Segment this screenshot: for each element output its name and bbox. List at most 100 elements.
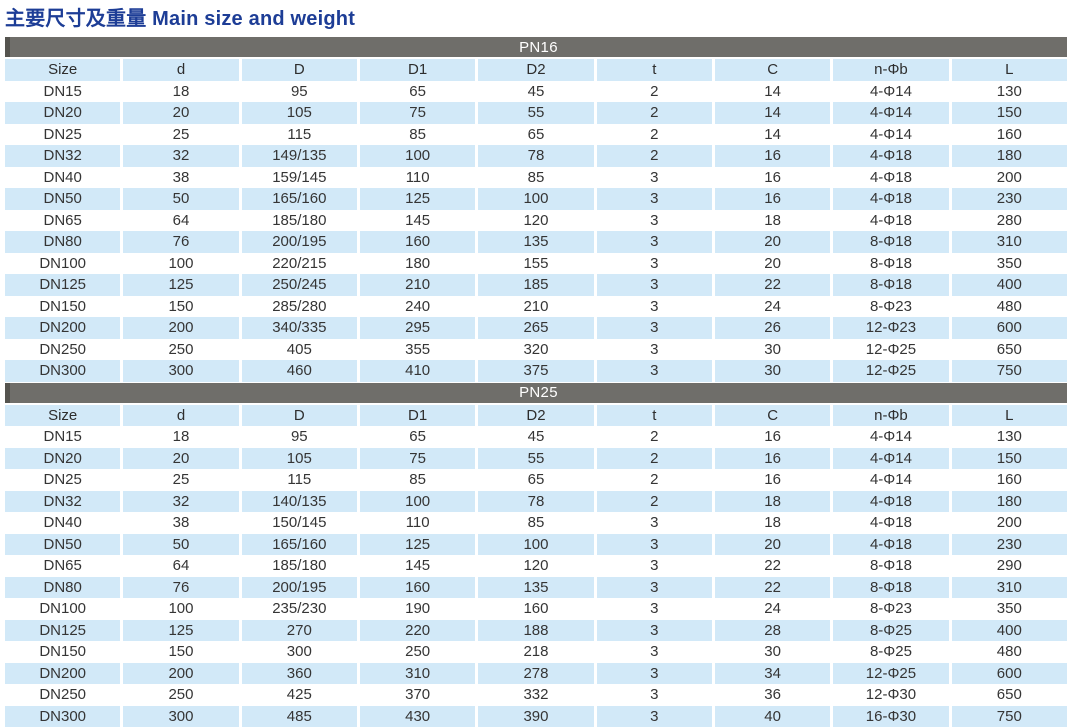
cell: 460 [241, 360, 357, 382]
cell: 160 [996, 471, 1022, 489]
cell: 185/180 [272, 557, 327, 575]
cell: 390 [478, 705, 594, 727]
table-row: DN150 150 285/280 240 210 3 24 8-Φ23 480 [5, 296, 1067, 318]
cell: 115 [287, 471, 312, 489]
cell: 350 [996, 600, 1022, 618]
cell: DN20 [5, 447, 121, 469]
cell: 65 [409, 428, 426, 446]
cell: 64 [172, 557, 190, 575]
column-header: t [596, 404, 712, 426]
cell: 14 [714, 102, 831, 124]
cell: 100 [168, 600, 194, 618]
cell: 105 [241, 102, 357, 124]
section-bar: PN25 [5, 382, 1067, 403]
table-row: DN200 200 340/335 295 265 3 26 12-Φ23 600 [5, 317, 1067, 339]
cell: 160 [996, 125, 1022, 143]
cell: DN65 [43, 557, 82, 575]
column-header: D1 [359, 404, 476, 426]
cell: 45 [527, 428, 545, 446]
cell: 50 [123, 533, 239, 555]
page-title: 主要尺寸及重量 Main size and weight [5, 8, 356, 30]
cell: 12-Φ30 [865, 686, 917, 704]
cell: 155 [523, 254, 549, 272]
cell: 600 [951, 662, 1067, 684]
cell: 22 [714, 576, 831, 598]
table-row: DN300 300 485 430 390 3 40 16-Φ30 750 [5, 705, 1067, 727]
cell: 32 [123, 490, 239, 512]
column-header: Size [5, 404, 121, 426]
cell: 3 [596, 231, 712, 253]
table-row: DN65 64 185/180 145 120 3 18 4-Φ18 280 [5, 210, 1067, 232]
cell: 20 [714, 533, 831, 555]
column-header: t [596, 59, 712, 81]
cell: 3 [650, 643, 659, 661]
cell: 3 [596, 576, 712, 598]
table-row: DN32 32 149/135 100 78 2 16 4-Φ18 180 [5, 145, 1067, 167]
cell: 160 [359, 231, 476, 253]
cell: 159/145 [272, 168, 327, 186]
cell: 750 [951, 705, 1067, 727]
cell: DN40 [43, 168, 82, 186]
cell: 4-Φ18 [869, 211, 912, 229]
cell: 26 [714, 317, 831, 339]
cell: 20 [123, 447, 239, 469]
cell: 600 [951, 317, 1067, 339]
table-row: DN50 50 165/160 125 100 3 20 4-Φ18 230 [5, 533, 1067, 555]
section-bar-label: PN16 [519, 38, 558, 56]
cell: 125 [123, 274, 239, 296]
cell: 8-Φ18 [869, 254, 912, 272]
cell: DN20 [5, 102, 121, 124]
cell: 30 [764, 643, 781, 661]
table-row: DN200 200 360 310 278 3 34 12-Φ25 600 [5, 662, 1067, 684]
cell: 55 [478, 447, 594, 469]
cell: 20 [123, 102, 239, 124]
cell: DN65 [43, 211, 82, 229]
column-header: L [951, 404, 1067, 426]
cell: 4-Φ14 [869, 125, 912, 143]
cell: DN32 [5, 145, 121, 167]
cell: 14 [764, 125, 781, 143]
cell: 8-Φ18 [833, 274, 949, 296]
cell: 370 [405, 686, 431, 704]
cell: 30 [764, 340, 781, 358]
cell: 165/160 [241, 533, 357, 555]
cell: DN40 [43, 514, 82, 532]
cell: 210 [523, 297, 549, 315]
cell: DN100 [39, 600, 87, 618]
cell: 3 [596, 188, 712, 210]
cell: 85 [527, 168, 545, 186]
cell: 8-Φ18 [869, 557, 912, 575]
cell: 4-Φ18 [833, 490, 949, 512]
cell: 360 [241, 662, 357, 684]
cell: 24 [764, 297, 781, 315]
cell: DN200 [5, 662, 121, 684]
cell: 18 [714, 490, 831, 512]
cell: 12-Φ25 [833, 662, 949, 684]
cell: 8-Φ25 [869, 643, 912, 661]
column-header: d [123, 404, 239, 426]
cell: 3 [596, 619, 712, 641]
cell: 32 [123, 145, 239, 167]
cell: 8-Φ23 [869, 297, 912, 315]
cell: 2 [596, 145, 712, 167]
table-row: DN300 300 460 410 375 3 30 12-Φ25 750 [5, 360, 1067, 382]
cell: 235/230 [272, 600, 327, 618]
cell: DN25 [43, 125, 82, 143]
cell: DN80 [5, 231, 121, 253]
cell: 220/215 [272, 254, 327, 272]
cell: 375 [478, 360, 594, 382]
cell: 16 [764, 428, 781, 446]
cell: 190 [405, 600, 431, 618]
cell: 2 [596, 447, 712, 469]
cell: 3 [650, 600, 659, 618]
cell: 20 [764, 254, 781, 272]
cell: 650 [996, 340, 1022, 358]
cell: 4-Φ18 [833, 145, 949, 167]
cell: 320 [523, 340, 549, 358]
table-row: DN125 125 270 220 188 3 28 8-Φ25 400 [5, 619, 1067, 641]
cell: 3 [650, 297, 659, 315]
column-header: D2 [478, 59, 594, 81]
